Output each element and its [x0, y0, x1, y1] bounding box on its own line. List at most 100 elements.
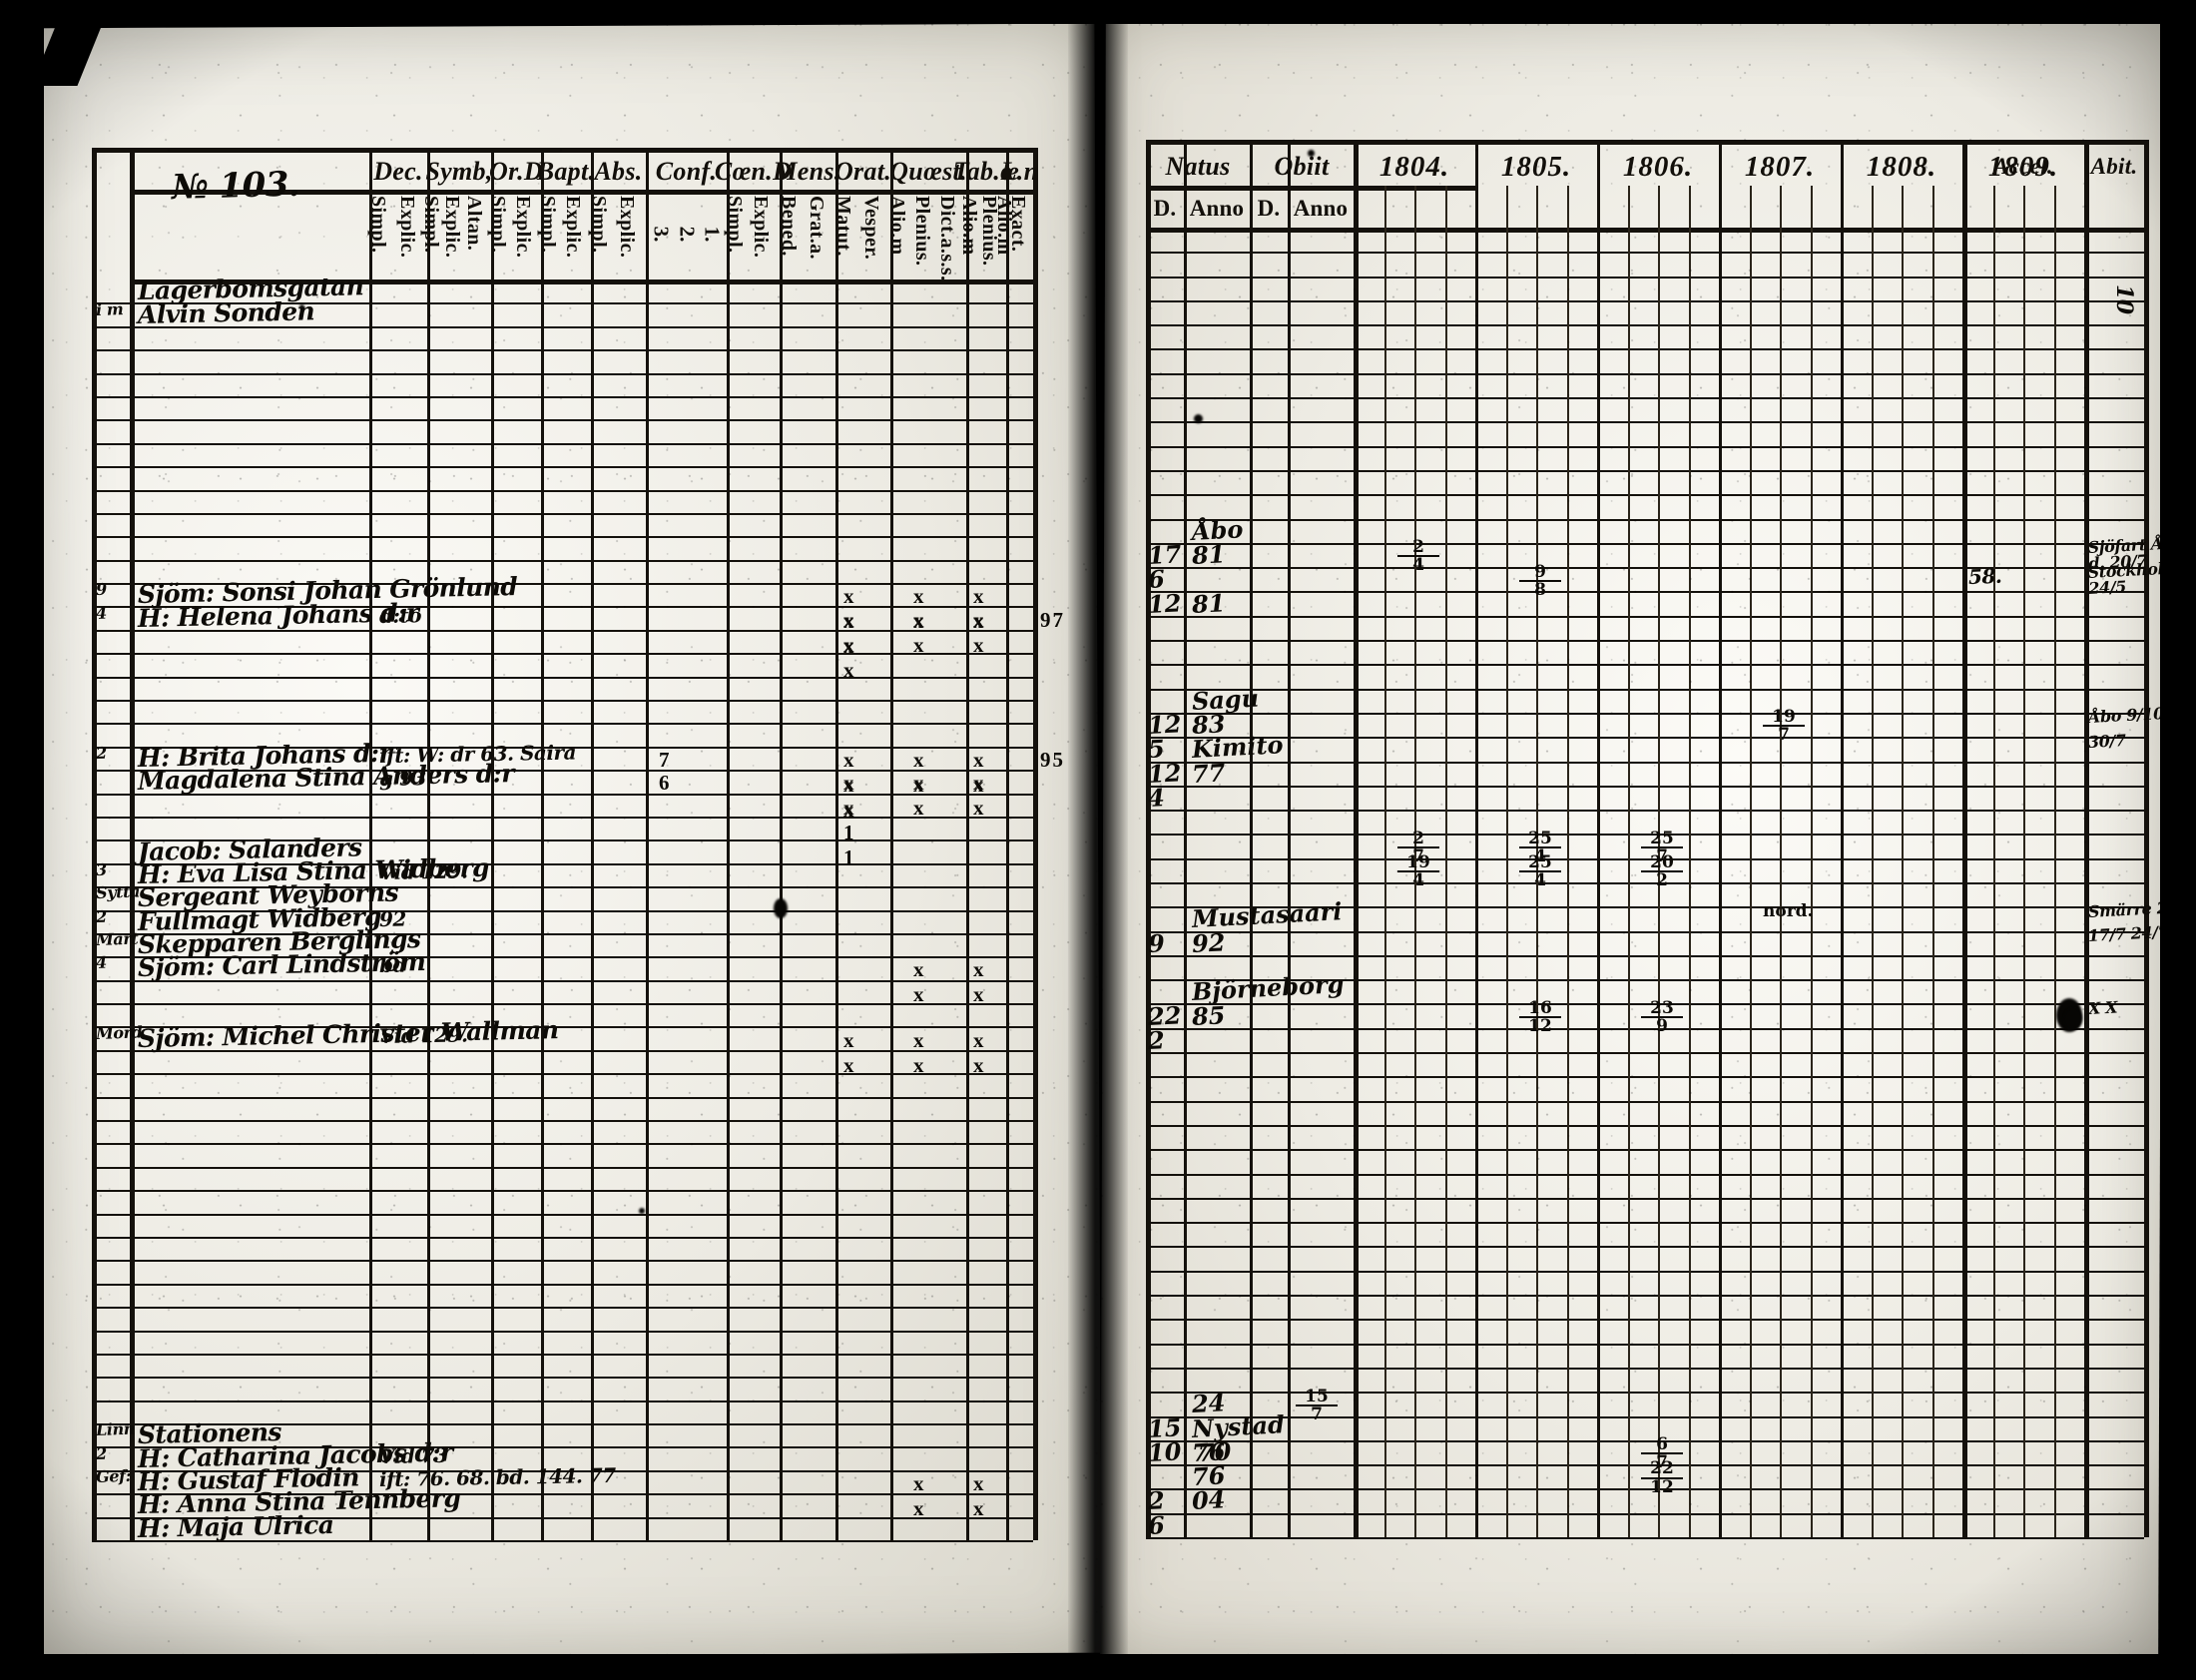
column-subheader: D.	[1257, 196, 1281, 221]
entry-note: bd	[378, 952, 407, 978]
attendance-mark: x x	[973, 1471, 986, 1520]
column-subheader: Simpl.	[536, 196, 559, 254]
column-subheader: Bened.	[777, 196, 800, 257]
entry-prefix: 2	[95, 906, 108, 926]
conf-level: 2.	[675, 226, 699, 243]
table-rule-vertical	[1902, 186, 1904, 1537]
table-rule-vertical	[1749, 186, 1752, 1537]
table-rule-vertical	[1780, 186, 1782, 1537]
table-rule-vertical	[1841, 140, 1844, 1537]
attendance-mark: x x	[973, 1027, 986, 1077]
abit-entry: 30/7	[2087, 730, 2127, 752]
table-rule-vertical	[591, 148, 594, 1540]
scan-border-left	[0, 0, 44, 1680]
attendance-mark: x x 1 1	[843, 771, 856, 870]
abit-entry: Åbo 9/10	[2087, 704, 2165, 728]
attendance-mark: x x	[913, 607, 926, 657]
attendance-mark: 7	[659, 747, 672, 772]
table-rule-vertical	[130, 148, 135, 1540]
table-rule-vertical	[1475, 140, 1478, 1537]
entry-prefix: 2	[95, 743, 108, 763]
scan-border-right	[2160, 0, 2196, 1680]
table-rule-vertical	[2084, 140, 2089, 1537]
table-rule-vertical	[890, 148, 893, 1540]
year-entry-fraction: 20 2	[1641, 853, 1683, 889]
column-header-abs: Abs.	[594, 157, 643, 186]
year-entry-fraction: 25 4	[1519, 853, 1561, 889]
column-subheader: Simpl.	[419, 196, 442, 254]
entry-note: Vid 129.	[378, 1022, 468, 1048]
entry-prefix: i m	[95, 298, 124, 319]
column-subheader: Explic.	[615, 196, 638, 259]
column-header-abit: Abit.	[2090, 154, 2138, 179]
table-rule-vertical	[1688, 186, 1691, 1537]
table-rule-vertical	[1962, 140, 1967, 1537]
table-rule-vertical	[1992, 186, 1995, 1537]
entry-prefix: Mart	[95, 928, 139, 950]
page-number-label: № 103.	[171, 164, 300, 208]
attendance-mark: 6	[659, 771, 672, 796]
table-rule-vertical	[1566, 186, 1569, 1537]
abit-entry: X X	[2087, 997, 2118, 1019]
table-rule-vertical	[1006, 148, 1009, 1540]
column-header-dec: Dec.	[373, 157, 423, 186]
entry-name: Alvin Sonden	[137, 295, 315, 329]
entry-prefix: Sytta	[95, 881, 141, 903]
natus-year: 77	[1191, 757, 1227, 789]
table-rule-vertical	[2053, 186, 2056, 1537]
year-entry-fraction: 15 7	[1296, 1388, 1338, 1422]
entry-prefix: Gef:	[95, 1465, 132, 1487]
attendance-mark: 95	[1040, 747, 1065, 772]
table-rule-vertical	[491, 148, 494, 1540]
table-rule-vertical	[369, 148, 372, 1540]
natus-year: 04	[1191, 1484, 1227, 1516]
entry-name: H: Helena Johans d:r	[137, 597, 419, 633]
column-subheader: Explic.	[511, 196, 534, 259]
column-subheader: Simpl.	[588, 196, 611, 254]
natus-day: 2	[1147, 1024, 1166, 1055]
table-rule-vertical	[541, 148, 544, 1540]
column-subheader: Anno	[1189, 196, 1245, 221]
natus-year: 85	[1191, 999, 1227, 1031]
table-rule-vertical	[1627, 186, 1630, 1537]
table-rule-vertical	[92, 148, 97, 1540]
entry-prefix: 4	[95, 603, 108, 623]
natus-day: 10	[1147, 1436, 1183, 1467]
natus-day: 4	[1147, 783, 1166, 813]
attendance-mark: x x	[973, 771, 986, 821]
column-subheader: Simpl.	[723, 196, 746, 254]
column-subheader: Explic.	[561, 196, 584, 259]
scan-border-bottom	[0, 1654, 2196, 1680]
column-header-bapt: Bapt.	[536, 157, 596, 186]
table-rule-vertical	[1505, 186, 1508, 1537]
table-rule-vertical	[1354, 140, 1359, 1537]
ink-blot	[774, 898, 788, 918]
attendance-mark: x x	[973, 607, 986, 657]
conf-level: 3.	[649, 226, 674, 243]
ink-blot	[299, 304, 304, 309]
year-entry-fraction: 23 9	[1641, 999, 1683, 1035]
accel-entry: 58.	[1967, 563, 2002, 589]
column-subheader: Simpl.	[486, 196, 509, 254]
entry-prefix: 9	[95, 579, 108, 600]
column-subheader: Explic.	[441, 196, 464, 259]
attendance-mark: x x	[913, 771, 926, 821]
table-rule-vertical	[1146, 140, 1151, 1537]
column-header-orat: Orat.	[833, 157, 892, 186]
ink-blot	[1308, 150, 1315, 157]
book-gutter	[1068, 0, 1128, 1680]
column-subheader: D.	[1153, 196, 1177, 221]
attendance-mark: x x x	[843, 607, 856, 682]
table-rule-vertical	[2144, 140, 2149, 1537]
table-rule-vertical	[780, 148, 783, 1540]
column-subheader: Alio.m	[993, 196, 1016, 256]
column-header-1804: 1804.	[1378, 150, 1450, 183]
column-subheader: Alio.m	[958, 196, 980, 256]
column-header-1808: 1808.	[1866, 150, 1937, 183]
column-header-accel: Accel.	[1993, 154, 2053, 179]
column-subheader: Dict.a.s.s.	[936, 196, 959, 281]
natus-year: 81	[1191, 539, 1227, 570]
column-subheader: Explic.	[396, 196, 419, 259]
entry-note: g 93	[378, 766, 426, 792]
